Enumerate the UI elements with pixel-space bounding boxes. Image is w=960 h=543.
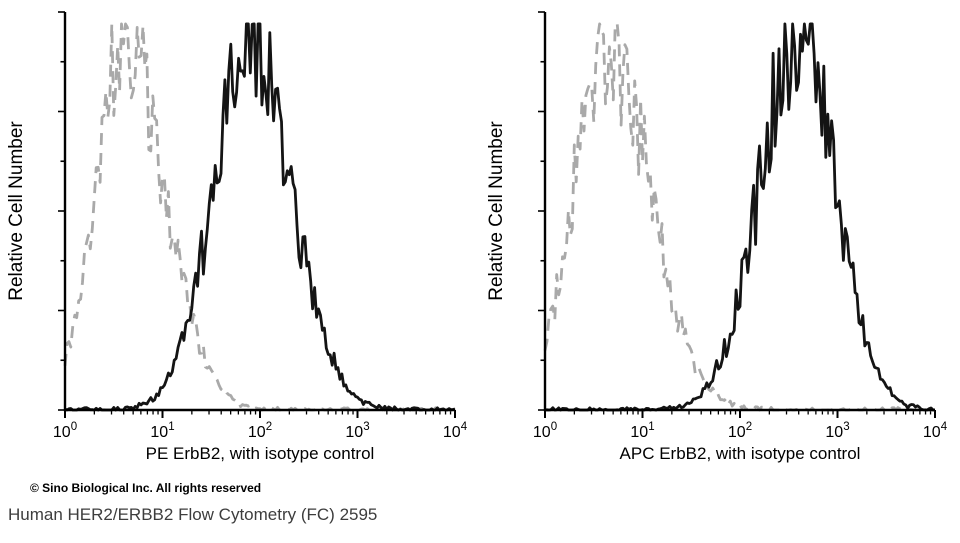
x-axis-major-ticks — [64, 410, 456, 418]
x-tick-label: 102 — [248, 421, 272, 441]
x-tick-label: 104 — [923, 421, 948, 441]
copyright-text: © Sino Biological Inc. All rights reserv… — [30, 481, 262, 495]
flow-histogram-panel-right: 100 101 102 103 104 Relative Cell Number APC… — [486, 11, 948, 463]
x-axis-label: APC ErbB2, with isotype control — [620, 444, 861, 463]
x-axis-label: PE ErbB2, with isotype control — [146, 444, 375, 463]
caption-text: Human HER2/ERBB2 Flow Cytometry (FC) 259… — [8, 505, 378, 524]
antibody-histogram — [64, 22, 456, 412]
isotype-control-histogram — [63, 22, 456, 412]
flow-histogram-panel-left: 100 101 102 103 104 Relative Cell Number PE … — [6, 11, 468, 463]
plot-area-left: 100 101 102 103 104 — [53, 11, 468, 441]
x-tick-label: 101 — [630, 421, 654, 441]
x-tick-label: 102 — [728, 421, 752, 441]
axes — [63, 12, 455, 412]
plot-area-right: 100 101 102 103 104 — [533, 11, 948, 441]
x-tick-label: 100 — [533, 421, 557, 441]
x-tick-label: 103 — [345, 421, 369, 441]
y-axis-label: Relative Cell Number — [6, 121, 27, 301]
x-tick-label: 104 — [443, 421, 468, 441]
y-axis-label: Relative Cell Number — [486, 121, 507, 301]
x-tick-label: 100 — [53, 421, 77, 441]
x-tick-label: 101 — [150, 421, 174, 441]
isotype-control-histogram — [543, 22, 935, 412]
x-tick-label: 103 — [825, 421, 849, 441]
axes — [543, 12, 935, 412]
